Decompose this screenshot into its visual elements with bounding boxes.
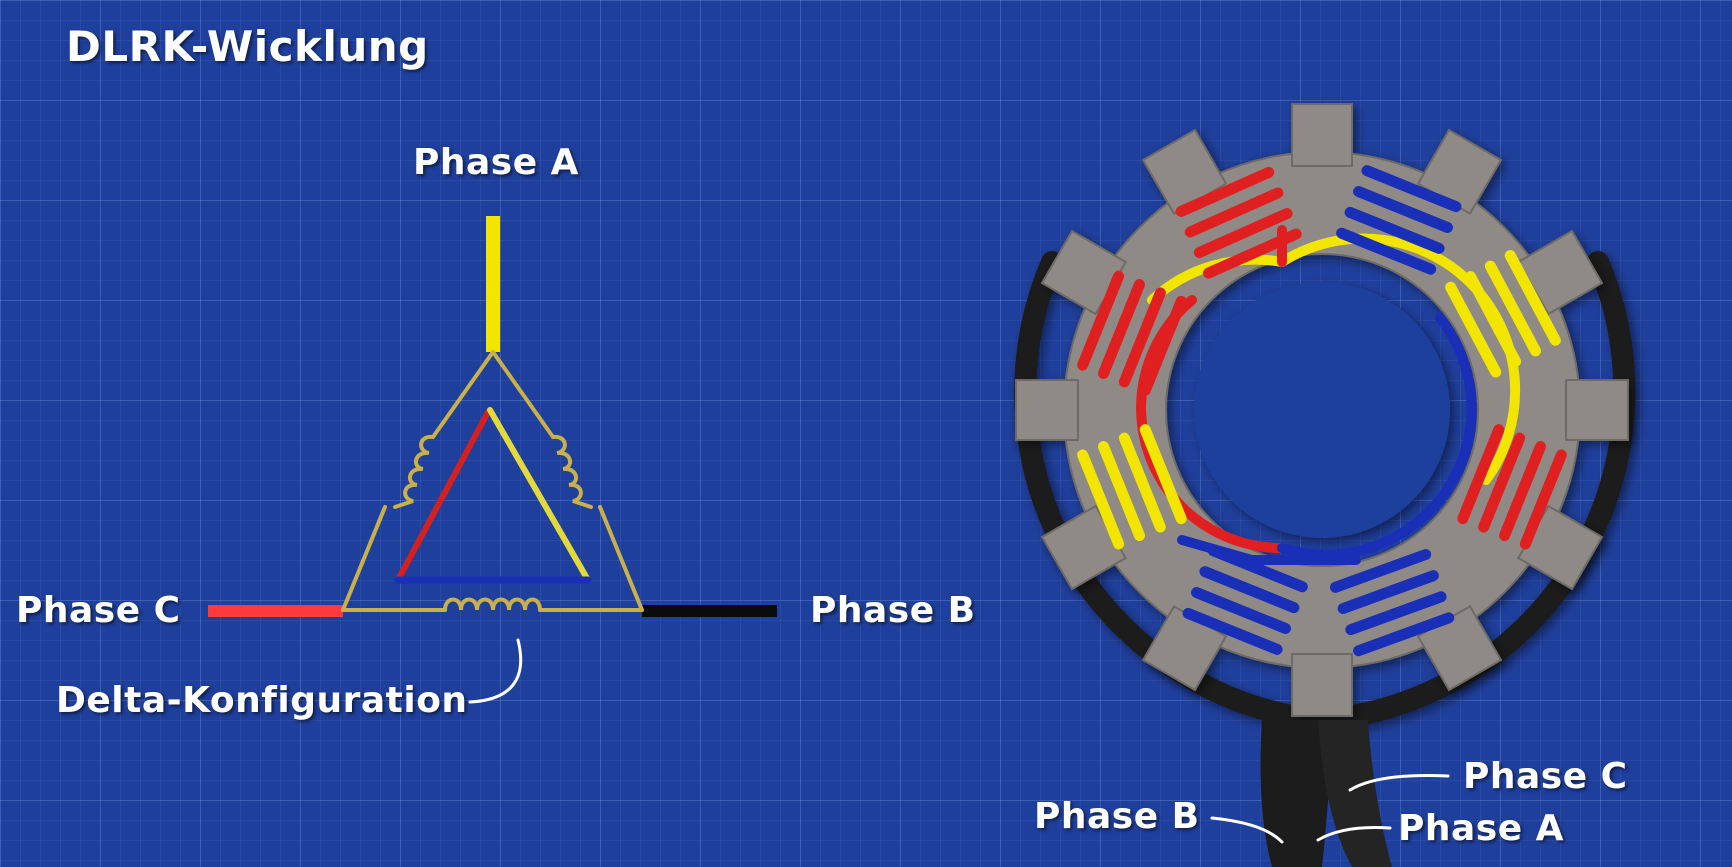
stator-phase-b-pointer xyxy=(1210,816,1284,844)
stator-bore xyxy=(1194,282,1450,538)
phase-a-lead xyxy=(486,216,500,352)
stator-tooth xyxy=(1565,379,1629,441)
coil-winding xyxy=(1190,587,1291,634)
lead-bundle-left xyxy=(1260,720,1334,867)
ring-blue-lead xyxy=(1177,535,1361,565)
page-title: DLRK-Wicklung xyxy=(66,22,429,71)
coil-winding xyxy=(1344,206,1445,254)
inner-yellow-side xyxy=(487,407,591,583)
coil-winding xyxy=(1336,227,1437,275)
coil-winding xyxy=(1329,549,1432,593)
coil-groups xyxy=(1077,165,1567,657)
coil-winding xyxy=(1184,187,1284,238)
coil-winding xyxy=(1361,165,1462,213)
coil-winding xyxy=(1445,281,1502,378)
coil-winding xyxy=(1098,278,1145,379)
coil-winding xyxy=(1118,287,1166,388)
coil-winding xyxy=(1077,449,1125,550)
stator-phase-c-label: Phase C xyxy=(1463,756,1628,797)
coil-winding xyxy=(1199,566,1300,614)
stator-phase-a-label: Phase A xyxy=(1398,808,1565,849)
stator-phase-a-pointer xyxy=(1316,826,1392,842)
coil-winding xyxy=(1499,441,1546,542)
coil-winding xyxy=(1465,271,1522,367)
coil-winding xyxy=(1139,295,1187,396)
delta-phase-c-label: Phase C xyxy=(16,590,181,631)
stator-tooth xyxy=(1291,653,1353,717)
stator-tooth xyxy=(1015,379,1079,441)
stator-phase-b-label: Phase B xyxy=(1034,796,1200,837)
coil-winding xyxy=(1457,424,1505,525)
coil-winding xyxy=(1182,607,1283,655)
delta-phase-b-label: Phase B xyxy=(810,590,976,631)
coil-winding xyxy=(1504,250,1561,346)
coil-winding xyxy=(1202,228,1302,279)
phase-c-lead xyxy=(208,605,343,617)
coil-winding xyxy=(1353,612,1455,657)
coil-right xyxy=(551,434,593,509)
coil-winding xyxy=(1484,260,1541,357)
delta-configuration-label: Delta-Konfiguration xyxy=(56,680,468,721)
delta-phase-a-label: Phase A xyxy=(413,142,580,183)
ring-red xyxy=(1136,295,1287,554)
phase-b-lead xyxy=(642,605,777,617)
coil-bottom xyxy=(443,597,542,612)
coil-winding xyxy=(1193,207,1293,259)
ring-blue xyxy=(1277,313,1477,560)
inner-red-side xyxy=(395,409,491,583)
coil-winding xyxy=(1345,591,1447,636)
stator-phase-c-pointer xyxy=(1348,774,1450,792)
stator-tooth xyxy=(1291,103,1353,167)
coil-winding xyxy=(1519,449,1567,550)
coil-winding xyxy=(1098,441,1145,542)
lead-bundle-right xyxy=(1318,720,1392,867)
coil-winding xyxy=(1077,270,1125,371)
coil-winding xyxy=(1337,570,1439,614)
coil-left xyxy=(393,434,435,509)
delta-triangle xyxy=(341,350,644,612)
coil-winding xyxy=(1353,186,1454,233)
coil-winding xyxy=(1175,166,1275,217)
coil-winding xyxy=(1139,424,1187,525)
coil-winding xyxy=(1118,432,1166,533)
coil-winding xyxy=(1478,432,1526,533)
coil-winding xyxy=(1207,545,1308,593)
delta-label-pointer xyxy=(468,638,523,704)
